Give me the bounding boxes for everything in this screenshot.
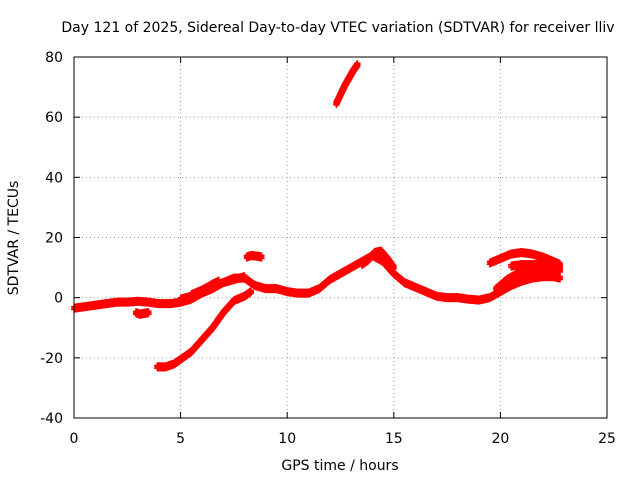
y-axis-label: SDTVAR / TECUs — [6, 181, 22, 296]
series-arc-evening — [497, 272, 564, 297]
series-arc-rise-2 — [188, 276, 222, 300]
y-tick-label: 20 — [45, 231, 63, 247]
data-point — [258, 255, 265, 262]
x-tick-label: 15 — [385, 431, 403, 447]
data-point — [215, 279, 222, 286]
data-point — [241, 275, 248, 282]
y-tick-label: 0 — [54, 291, 63, 307]
grid — [74, 57, 607, 418]
x-tick-label: 20 — [491, 431, 509, 447]
data-points — [71, 60, 564, 372]
x-tick-label: 10 — [278, 431, 296, 447]
y-tick-label: 80 — [45, 50, 63, 66]
data-point — [557, 276, 564, 283]
y-tick-label: 60 — [45, 110, 63, 126]
y-tick-label: -20 — [40, 351, 63, 367]
x-tick-label: 5 — [176, 431, 185, 447]
x-tick-label: 0 — [70, 431, 79, 447]
series-arc-evening-4 — [486, 248, 564, 270]
series-arc-dip — [132, 308, 152, 319]
data-point — [145, 311, 152, 318]
x-axis-label: GPS time / hours — [281, 458, 398, 474]
y-tick-label: -40 — [40, 411, 63, 427]
x-tick-label: 25 — [598, 431, 616, 447]
series-arc-low — [154, 287, 254, 372]
plot-frame — [73, 56, 608, 419]
series-arc-high — [333, 60, 361, 109]
chart-title: Day 121 of 2025, Sidereal Day-to-day VTE… — [61, 20, 614, 36]
y-tick-label: 40 — [45, 170, 63, 186]
y-axis-ticks: -40 -20 0 20 40 60 80 — [40, 50, 607, 427]
data-point — [557, 263, 564, 270]
series-arc-bump — [243, 251, 265, 262]
